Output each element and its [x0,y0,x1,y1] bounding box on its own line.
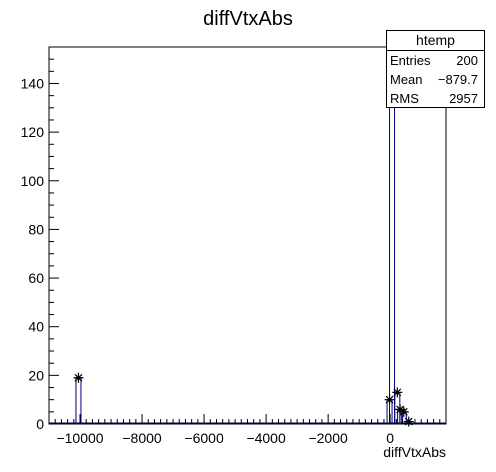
x-axis-ticks: −10000 −8000 −6000 −4000 −2000 0 [48,414,447,446]
stats-row-rms: RMS 2957 [387,89,484,108]
stats-entries-value: 200 [456,53,478,68]
y-tick-label: 80 [28,221,44,237]
data-point-3 [392,387,403,398]
stats-box-name: htemp [387,31,484,51]
y-tick-label: 100 [21,173,45,189]
y-tick-label: 0 [36,416,44,432]
x-tick-label: −10000 [56,430,103,446]
y-tick-label: 120 [21,124,45,140]
chart-title: diffVtxAbs [203,8,293,30]
x-tick-label: −8000 [122,430,162,446]
stats-box: htemp Entries 200 Mean −879.7 RMS 2957 [386,30,485,108]
histogram-bar-2 [389,68,396,424]
y-axis-ticks: 0 20 40 60 80 100 120 140 [21,46,59,432]
stats-mean-label: Mean [390,72,423,87]
y-tick-label: 60 [28,270,44,286]
x-tick-label: −4000 [246,430,286,446]
y-tick-label: 40 [28,319,44,335]
stats-row-entries: Entries 200 [387,51,484,70]
data-point-1 [384,394,395,405]
x-tick-label: −6000 [184,430,224,446]
x-axis-label: diffVtxAbs [383,444,446,460]
stats-mean-value: −879.7 [437,72,478,87]
x-tick-label: −2000 [308,430,348,446]
data-point-0 [73,372,84,383]
histogram-bars [49,68,446,424]
y-tick-label: 140 [21,75,45,91]
data-markers [73,63,414,427]
stats-entries-label: Entries [390,53,431,68]
data-point-4 [395,404,406,415]
x-tick-label: 0 [386,430,394,446]
stats-row-mean: Mean −879.7 [387,70,484,89]
stats-rms-value: 2957 [449,91,478,106]
y-tick-label: 20 [28,367,44,383]
stats-rms-label: RMS [390,91,419,106]
data-point-5 [398,406,409,417]
